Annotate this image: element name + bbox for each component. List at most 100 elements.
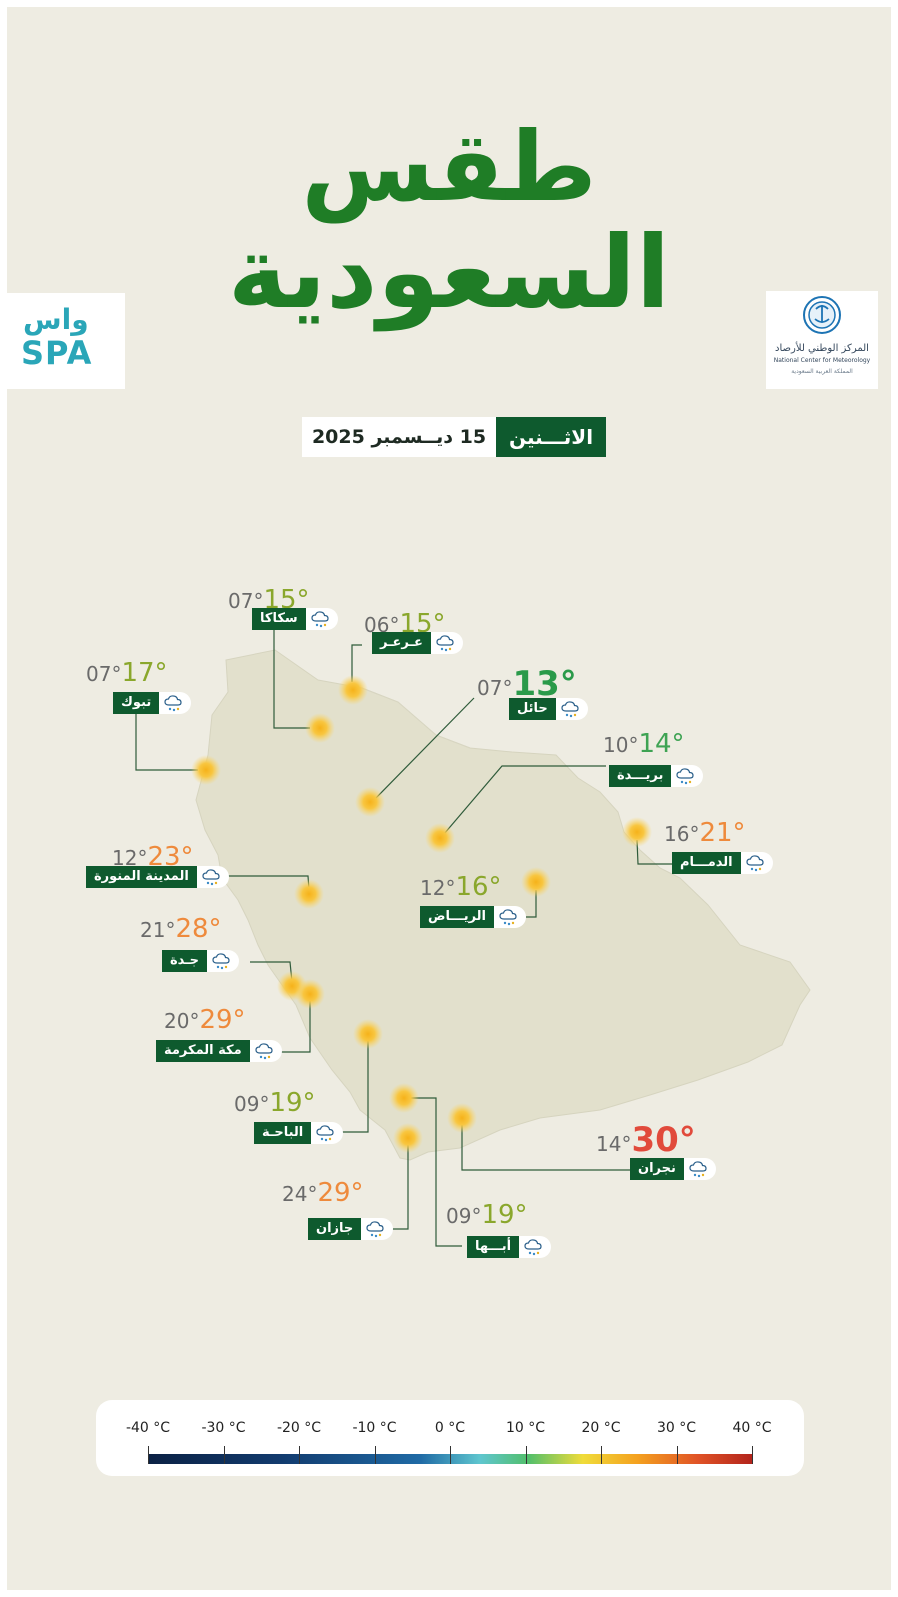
city-marker xyxy=(355,787,385,817)
city-name-label: سكاكا xyxy=(252,608,306,630)
ncm-name-en: National Center for Meteorology xyxy=(773,357,871,364)
min-temperature: 20° xyxy=(164,1009,200,1033)
leader-line xyxy=(135,704,198,771)
city-marker xyxy=(191,755,221,785)
city-temperatures: 07°13° xyxy=(477,664,577,704)
weather-icon-badge xyxy=(207,950,239,972)
spa-logo: واس SPA xyxy=(7,293,125,389)
city-marker xyxy=(389,1083,419,1113)
ncm-name-ar: المركز الوطني للأرصاد xyxy=(775,343,869,354)
min-temperature: 09° xyxy=(446,1204,482,1228)
leader-line xyxy=(461,1124,632,1171)
city-marker xyxy=(305,713,335,743)
min-temperature: 07° xyxy=(86,662,122,686)
min-temperature: 07° xyxy=(477,676,513,700)
max-temperature: 28° xyxy=(175,914,222,944)
day-label: الاثـــنين xyxy=(508,425,594,449)
leader-line xyxy=(636,839,674,865)
max-temperature: 17° xyxy=(121,658,168,688)
city-marker xyxy=(447,1103,477,1133)
max-temperature: 21° xyxy=(699,818,746,848)
legend-tick xyxy=(752,1446,753,1464)
cloud-rain-icon xyxy=(499,909,517,926)
weather-icon-badge xyxy=(741,852,773,874)
legend-label: -10 °C xyxy=(352,1420,397,1436)
city-marker xyxy=(353,1019,383,1049)
weather-icon-badge xyxy=(311,1122,343,1144)
city-temperatures: 24°29° xyxy=(282,1178,364,1208)
date-box xyxy=(302,417,496,457)
legend-label: 40 °C xyxy=(732,1420,772,1436)
cloud-rain-icon xyxy=(436,635,454,652)
cloud-rain-icon xyxy=(689,1161,707,1178)
city-temperatures: 07°17° xyxy=(86,658,168,688)
day-box xyxy=(496,417,606,457)
max-temperature: 16° xyxy=(455,872,502,902)
city-name-label: أبـــها xyxy=(467,1236,520,1258)
city-temperatures: 20°29° xyxy=(164,1005,246,1035)
city-temperatures: 10°14° xyxy=(603,729,685,759)
city-name-label: الدمـــام xyxy=(672,852,741,874)
city-marker xyxy=(338,675,368,705)
legend-tick xyxy=(374,1446,376,1464)
legend-label: 0 °C xyxy=(434,1420,466,1436)
city-temperatures: 09°19° xyxy=(234,1088,316,1118)
city-marker xyxy=(295,979,325,1009)
cloud-rain-icon xyxy=(212,953,230,970)
weather-icon-badge xyxy=(519,1236,551,1258)
legend-tick xyxy=(223,1446,225,1464)
max-temperature: 29° xyxy=(199,1005,246,1035)
city-marker xyxy=(294,879,324,909)
leader-line xyxy=(273,619,310,729)
cloud-rain-icon xyxy=(316,1125,334,1142)
max-temperature: 30° xyxy=(631,1120,696,1160)
city-name-label: عـرعـر xyxy=(372,632,431,654)
leader-line xyxy=(351,644,362,682)
city-temperatures: 09°19° xyxy=(446,1200,528,1230)
cloud-rain-icon xyxy=(676,768,694,785)
legend-tick xyxy=(525,1446,527,1464)
weather-icon-badge xyxy=(431,632,463,654)
legend-tick xyxy=(601,1446,602,1464)
city-name-label: الباحـة xyxy=(254,1122,312,1144)
weather-icon-badge xyxy=(556,698,588,720)
min-temperature: 16° xyxy=(664,822,700,846)
city-name-label: جازان xyxy=(308,1218,362,1240)
min-temperature: 09° xyxy=(234,1092,270,1116)
city-name-label: نجران xyxy=(630,1158,684,1180)
title-line-1: طقس xyxy=(301,111,597,223)
legend-tick xyxy=(299,1446,300,1464)
cloud-rain-icon xyxy=(366,1221,384,1238)
map-border-line xyxy=(361,687,471,749)
weather-icon-badge xyxy=(684,1158,716,1180)
date-label: 15 ديــسمبر 2025 xyxy=(311,426,487,448)
max-temperature: 19° xyxy=(481,1200,528,1230)
legend-label: 10 °C xyxy=(505,1420,546,1436)
city-markers xyxy=(191,675,652,1153)
city-temperatures: 12°16° xyxy=(420,872,502,902)
city-name-label: حائل xyxy=(509,698,556,720)
leader-line xyxy=(276,998,311,1053)
cloud-rain-icon xyxy=(311,611,329,628)
legend-label: 20 °C xyxy=(581,1420,621,1436)
map-land xyxy=(195,649,811,1161)
city-name-label: بريـــدة xyxy=(609,765,672,787)
leader-line xyxy=(373,697,475,801)
legend-label: -40 °C xyxy=(125,1420,171,1436)
legend-tick xyxy=(676,1446,678,1464)
leader-line xyxy=(443,765,606,835)
min-temperature: 21° xyxy=(140,918,176,942)
legend-tick xyxy=(148,1446,149,1464)
spa-logo-arabic: واس xyxy=(23,303,89,336)
min-temperature: 12° xyxy=(420,876,456,900)
city-marker xyxy=(521,867,551,897)
cloud-rain-icon xyxy=(164,695,182,712)
max-temperature: 13° xyxy=(512,664,577,704)
temperature-legend: -40 °C -30 °C -20 °C -10 °C 0 °C 10 °C 20 °C 30… xyxy=(96,1400,804,1476)
legend-label: -30 °C xyxy=(201,1420,246,1436)
leader-line xyxy=(338,1040,369,1133)
legend-tick xyxy=(450,1446,451,1464)
spa-logo-latin: SPA xyxy=(21,334,93,372)
city-name-label: تبوك xyxy=(113,692,160,714)
